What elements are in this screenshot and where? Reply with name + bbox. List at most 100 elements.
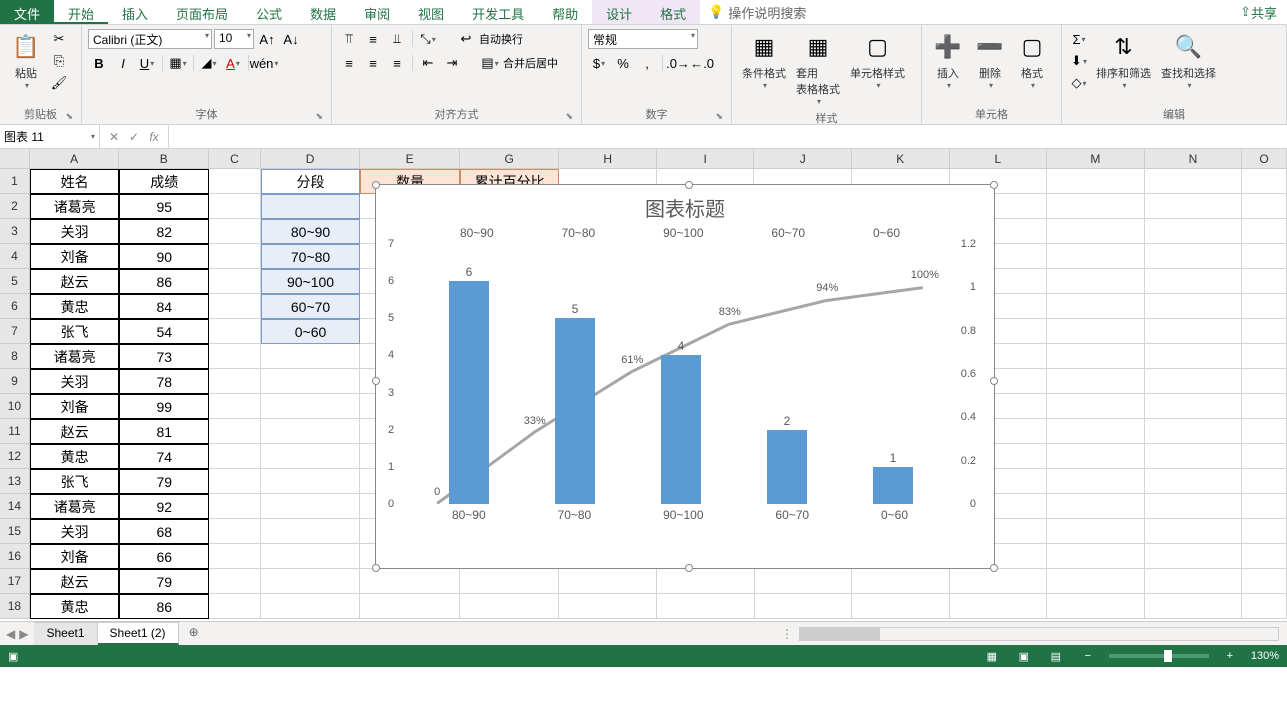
cell[interactable]: 90~100: [261, 269, 361, 294]
cell[interactable]: [261, 594, 361, 619]
clear-button[interactable]: ◇: [1068, 73, 1090, 93]
cell[interactable]: [209, 194, 261, 219]
cell[interactable]: [360, 594, 460, 619]
tab-file[interactable]: 文件: [0, 0, 54, 24]
select-all-corner[interactable]: [0, 149, 30, 168]
cell[interactable]: [1145, 219, 1243, 244]
cell[interactable]: [261, 519, 361, 544]
cell[interactable]: 74: [119, 444, 209, 469]
resize-handle-icon[interactable]: [990, 181, 998, 189]
zoom-in-button[interactable]: +: [1219, 650, 1241, 662]
sort-filter-button[interactable]: ⇅排序和筛选: [1092, 29, 1155, 92]
cell[interactable]: [755, 569, 853, 594]
cell[interactable]: 赵云: [30, 419, 120, 444]
cell[interactable]: 姓名: [30, 169, 120, 194]
cell[interactable]: [1242, 294, 1287, 319]
cell-styles-button[interactable]: ▢单元格样式: [846, 29, 909, 92]
cell[interactable]: [209, 269, 261, 294]
resize-handle-icon[interactable]: [990, 377, 998, 385]
borders-button[interactable]: ▦: [167, 53, 189, 73]
cell[interactable]: 关羽: [30, 519, 120, 544]
decrease-decimal-button[interactable]: ←.0: [691, 53, 713, 73]
cell[interactable]: [1242, 594, 1287, 619]
copy-button[interactable]: ⎘: [48, 51, 70, 71]
number-format-combo[interactable]: 常规: [588, 29, 698, 49]
cell[interactable]: 66: [119, 544, 209, 569]
cell[interactable]: [360, 569, 460, 594]
cell[interactable]: 99: [119, 394, 209, 419]
tab-home[interactable]: 开始: [54, 0, 108, 24]
chart-object[interactable]: 图表标题 80~9070~8090~10060~700~60 012345670…: [375, 184, 995, 569]
cell[interactable]: [1047, 394, 1145, 419]
paste-button[interactable]: 📋粘贴: [6, 29, 46, 92]
cell[interactable]: 80~90: [261, 219, 361, 244]
cell[interactable]: 刘备: [30, 394, 120, 419]
currency-button[interactable]: $: [588, 53, 610, 73]
cell[interactable]: [1047, 544, 1145, 569]
row-header[interactable]: 17: [0, 569, 30, 594]
cell[interactable]: [657, 594, 755, 619]
delete-cells-button[interactable]: ➖删除: [970, 29, 1010, 92]
column-header[interactable]: A: [30, 149, 120, 168]
resize-handle-icon[interactable]: [685, 564, 693, 572]
tab-view[interactable]: 视图: [404, 0, 458, 24]
row-header[interactable]: 18: [0, 594, 30, 619]
cell[interactable]: 张飞: [30, 319, 120, 344]
row-header[interactable]: 8: [0, 344, 30, 369]
cell[interactable]: 73: [119, 344, 209, 369]
phonetic-button[interactable]: wén: [253, 53, 275, 73]
resize-handle-icon[interactable]: [990, 564, 998, 572]
cell[interactable]: 92: [119, 494, 209, 519]
cell[interactable]: 张飞: [30, 469, 120, 494]
cell[interactable]: [261, 469, 361, 494]
cell[interactable]: [1242, 519, 1287, 544]
horizontal-scrollbar[interactable]: ⋮: [209, 622, 1287, 645]
cell[interactable]: [1145, 444, 1243, 469]
chart-bar[interactable]: [661, 355, 701, 504]
conditional-format-button[interactable]: ▦条件格式: [738, 29, 790, 92]
cell[interactable]: [1145, 369, 1243, 394]
cancel-icon[interactable]: ✕: [104, 130, 124, 144]
cell[interactable]: 关羽: [30, 369, 120, 394]
cell[interactable]: 90: [119, 244, 209, 269]
cell[interactable]: 刘备: [30, 244, 120, 269]
add-sheet-button[interactable]: ⊕: [179, 622, 209, 645]
cell[interactable]: [852, 594, 950, 619]
column-header[interactable]: K: [852, 149, 950, 168]
cell[interactable]: [209, 219, 261, 244]
page-break-button[interactable]: ▤: [1045, 650, 1067, 663]
cell[interactable]: 刘备: [30, 544, 120, 569]
chart-bar[interactable]: [767, 430, 807, 504]
normal-view-button[interactable]: ▦: [981, 650, 1003, 663]
shrink-font-button[interactable]: A↓: [280, 29, 302, 49]
chart-bar[interactable]: [555, 318, 595, 504]
grow-font-button[interactable]: A↑: [256, 29, 278, 49]
cut-button[interactable]: ✂: [48, 29, 70, 49]
merge-button[interactable]: ▤: [479, 53, 501, 73]
cell[interactable]: [1242, 194, 1287, 219]
tab-data[interactable]: 数据: [296, 0, 350, 24]
insert-cells-button[interactable]: ➕插入: [928, 29, 968, 92]
cell[interactable]: 赵云: [30, 269, 120, 294]
align-middle-button[interactable]: ≡: [362, 29, 384, 49]
cell[interactable]: [1047, 519, 1145, 544]
cell[interactable]: 79: [119, 469, 209, 494]
cell[interactable]: [261, 494, 361, 519]
cell[interactable]: [1047, 319, 1145, 344]
row-header[interactable]: 6: [0, 294, 30, 319]
tab-insert[interactable]: 插入: [108, 0, 162, 24]
cell[interactable]: [1145, 519, 1243, 544]
cell[interactable]: [1047, 419, 1145, 444]
cell[interactable]: [460, 569, 560, 594]
row-header[interactable]: 1: [0, 169, 30, 194]
column-header[interactable]: O: [1242, 149, 1287, 168]
name-box[interactable]: 图表 11: [0, 125, 100, 148]
cell[interactable]: [1145, 194, 1243, 219]
cell[interactable]: 86: [119, 269, 209, 294]
fill-button[interactable]: ⬇: [1068, 51, 1090, 71]
cell[interactable]: [1047, 569, 1145, 594]
resize-handle-icon[interactable]: [372, 564, 380, 572]
font-color-button[interactable]: A: [222, 53, 244, 73]
cell[interactable]: 78: [119, 369, 209, 394]
cell[interactable]: [1242, 169, 1287, 194]
